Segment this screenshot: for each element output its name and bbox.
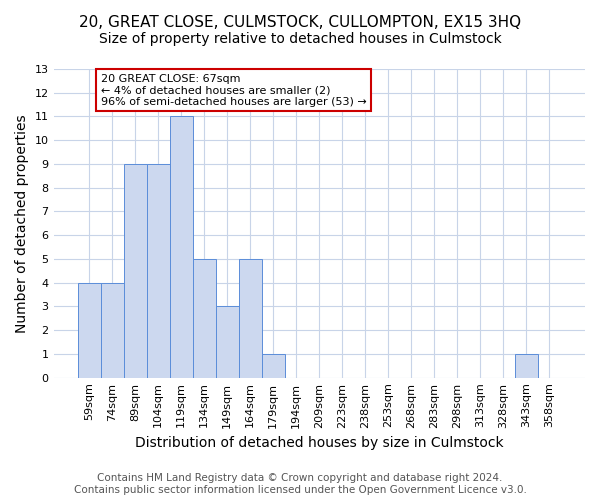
Bar (262, 354, 285, 378)
Bar (77, 282, 101, 378)
Text: 20, GREAT CLOSE, CULMSTOCK, CULLOMPTON, EX15 3HQ: 20, GREAT CLOSE, CULMSTOCK, CULLOMPTON, … (79, 15, 521, 30)
Text: Size of property relative to detached houses in Culmstock: Size of property relative to detached ho… (98, 32, 502, 46)
X-axis label: Distribution of detached houses by size in Culmstock: Distribution of detached houses by size … (135, 436, 503, 450)
Bar (124, 164, 147, 378)
Bar (101, 282, 124, 378)
Bar (193, 259, 216, 378)
Text: 20 GREAT CLOSE: 67sqm
← 4% of detached houses are smaller (2)
96% of semi-detach: 20 GREAT CLOSE: 67sqm ← 4% of detached h… (101, 74, 367, 107)
Text: Contains HM Land Registry data © Crown copyright and database right 2024.
Contai: Contains HM Land Registry data © Crown c… (74, 474, 526, 495)
Bar (239, 259, 262, 378)
Bar (147, 164, 170, 378)
Bar (216, 306, 239, 378)
Y-axis label: Number of detached properties: Number of detached properties (15, 114, 29, 332)
Bar (515, 354, 538, 378)
Bar (170, 116, 193, 378)
